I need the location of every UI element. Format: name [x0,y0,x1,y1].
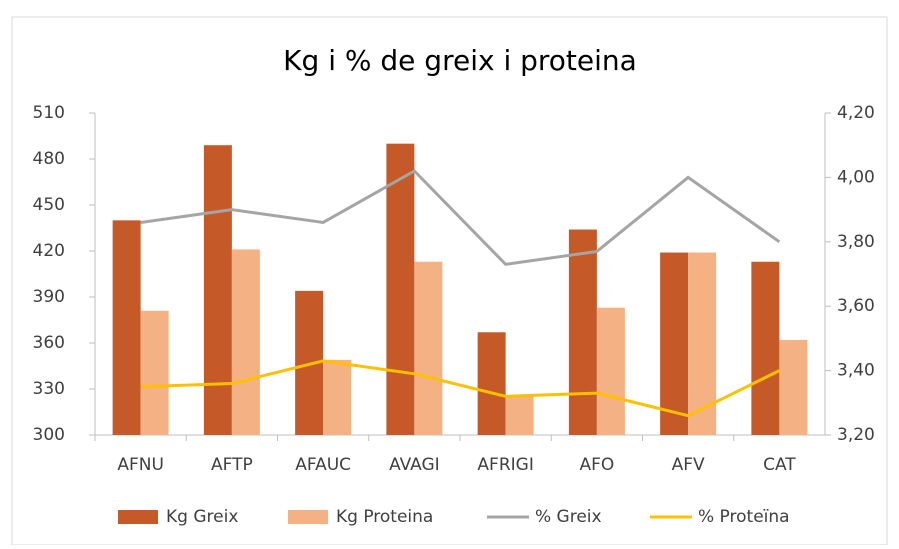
y-tick-label: 420 [33,241,65,261]
y-tick-label: 360 [33,333,65,353]
line [140,359,781,418]
bar [477,332,506,435]
legend-swatch [118,510,158,524]
bar [414,261,443,435]
x-tick-label: AFTP [211,455,253,475]
y-tick-label: 510 [33,103,65,123]
x-tick-label: CAT [763,455,796,475]
bar [660,252,689,435]
chart-title: Kg i % de greix i proteina [283,44,637,77]
bar [505,395,534,435]
y-tick-label: 480 [33,149,65,169]
legend-label: % Greix [535,507,602,527]
bar [779,339,808,435]
bar [568,229,597,435]
chart-border [11,16,888,546]
y-tick-label: 300 [33,425,65,445]
x-tick-label: AFV [672,455,705,475]
bar [386,143,415,435]
y2-tick-label: 3,40 [837,361,875,381]
bar [203,145,232,435]
y2-tick-label: 4,20 [837,103,875,123]
line [140,169,781,266]
y2-tick-label: 3,60 [837,296,875,316]
x-tick-label: AFNU [117,455,164,475]
x-tick-label: AFAUC [295,455,351,475]
y-tick-label: 450 [33,195,65,215]
bar [231,249,260,435]
bar [140,310,169,435]
x-tick-label: AVAGI [389,455,440,475]
y2-tick-label: 4,00 [837,167,875,187]
x-tick-label: AFRIGI [477,455,533,475]
x-tick-label: AFO [579,455,614,475]
legend-label: Kg Greix [166,507,238,527]
y2-tick-label: 3,80 [837,232,875,252]
y-tick-label: 330 [33,379,65,399]
y-tick-label: 390 [33,287,65,307]
bar [596,307,625,435]
legend-label: % Proteïna [698,507,790,527]
bar [751,261,780,435]
legend-label: Kg Proteina [336,507,433,527]
bar [323,359,352,435]
y2-tick-label: 3,20 [837,425,875,445]
legend-swatch [288,510,328,524]
bar [112,220,141,435]
